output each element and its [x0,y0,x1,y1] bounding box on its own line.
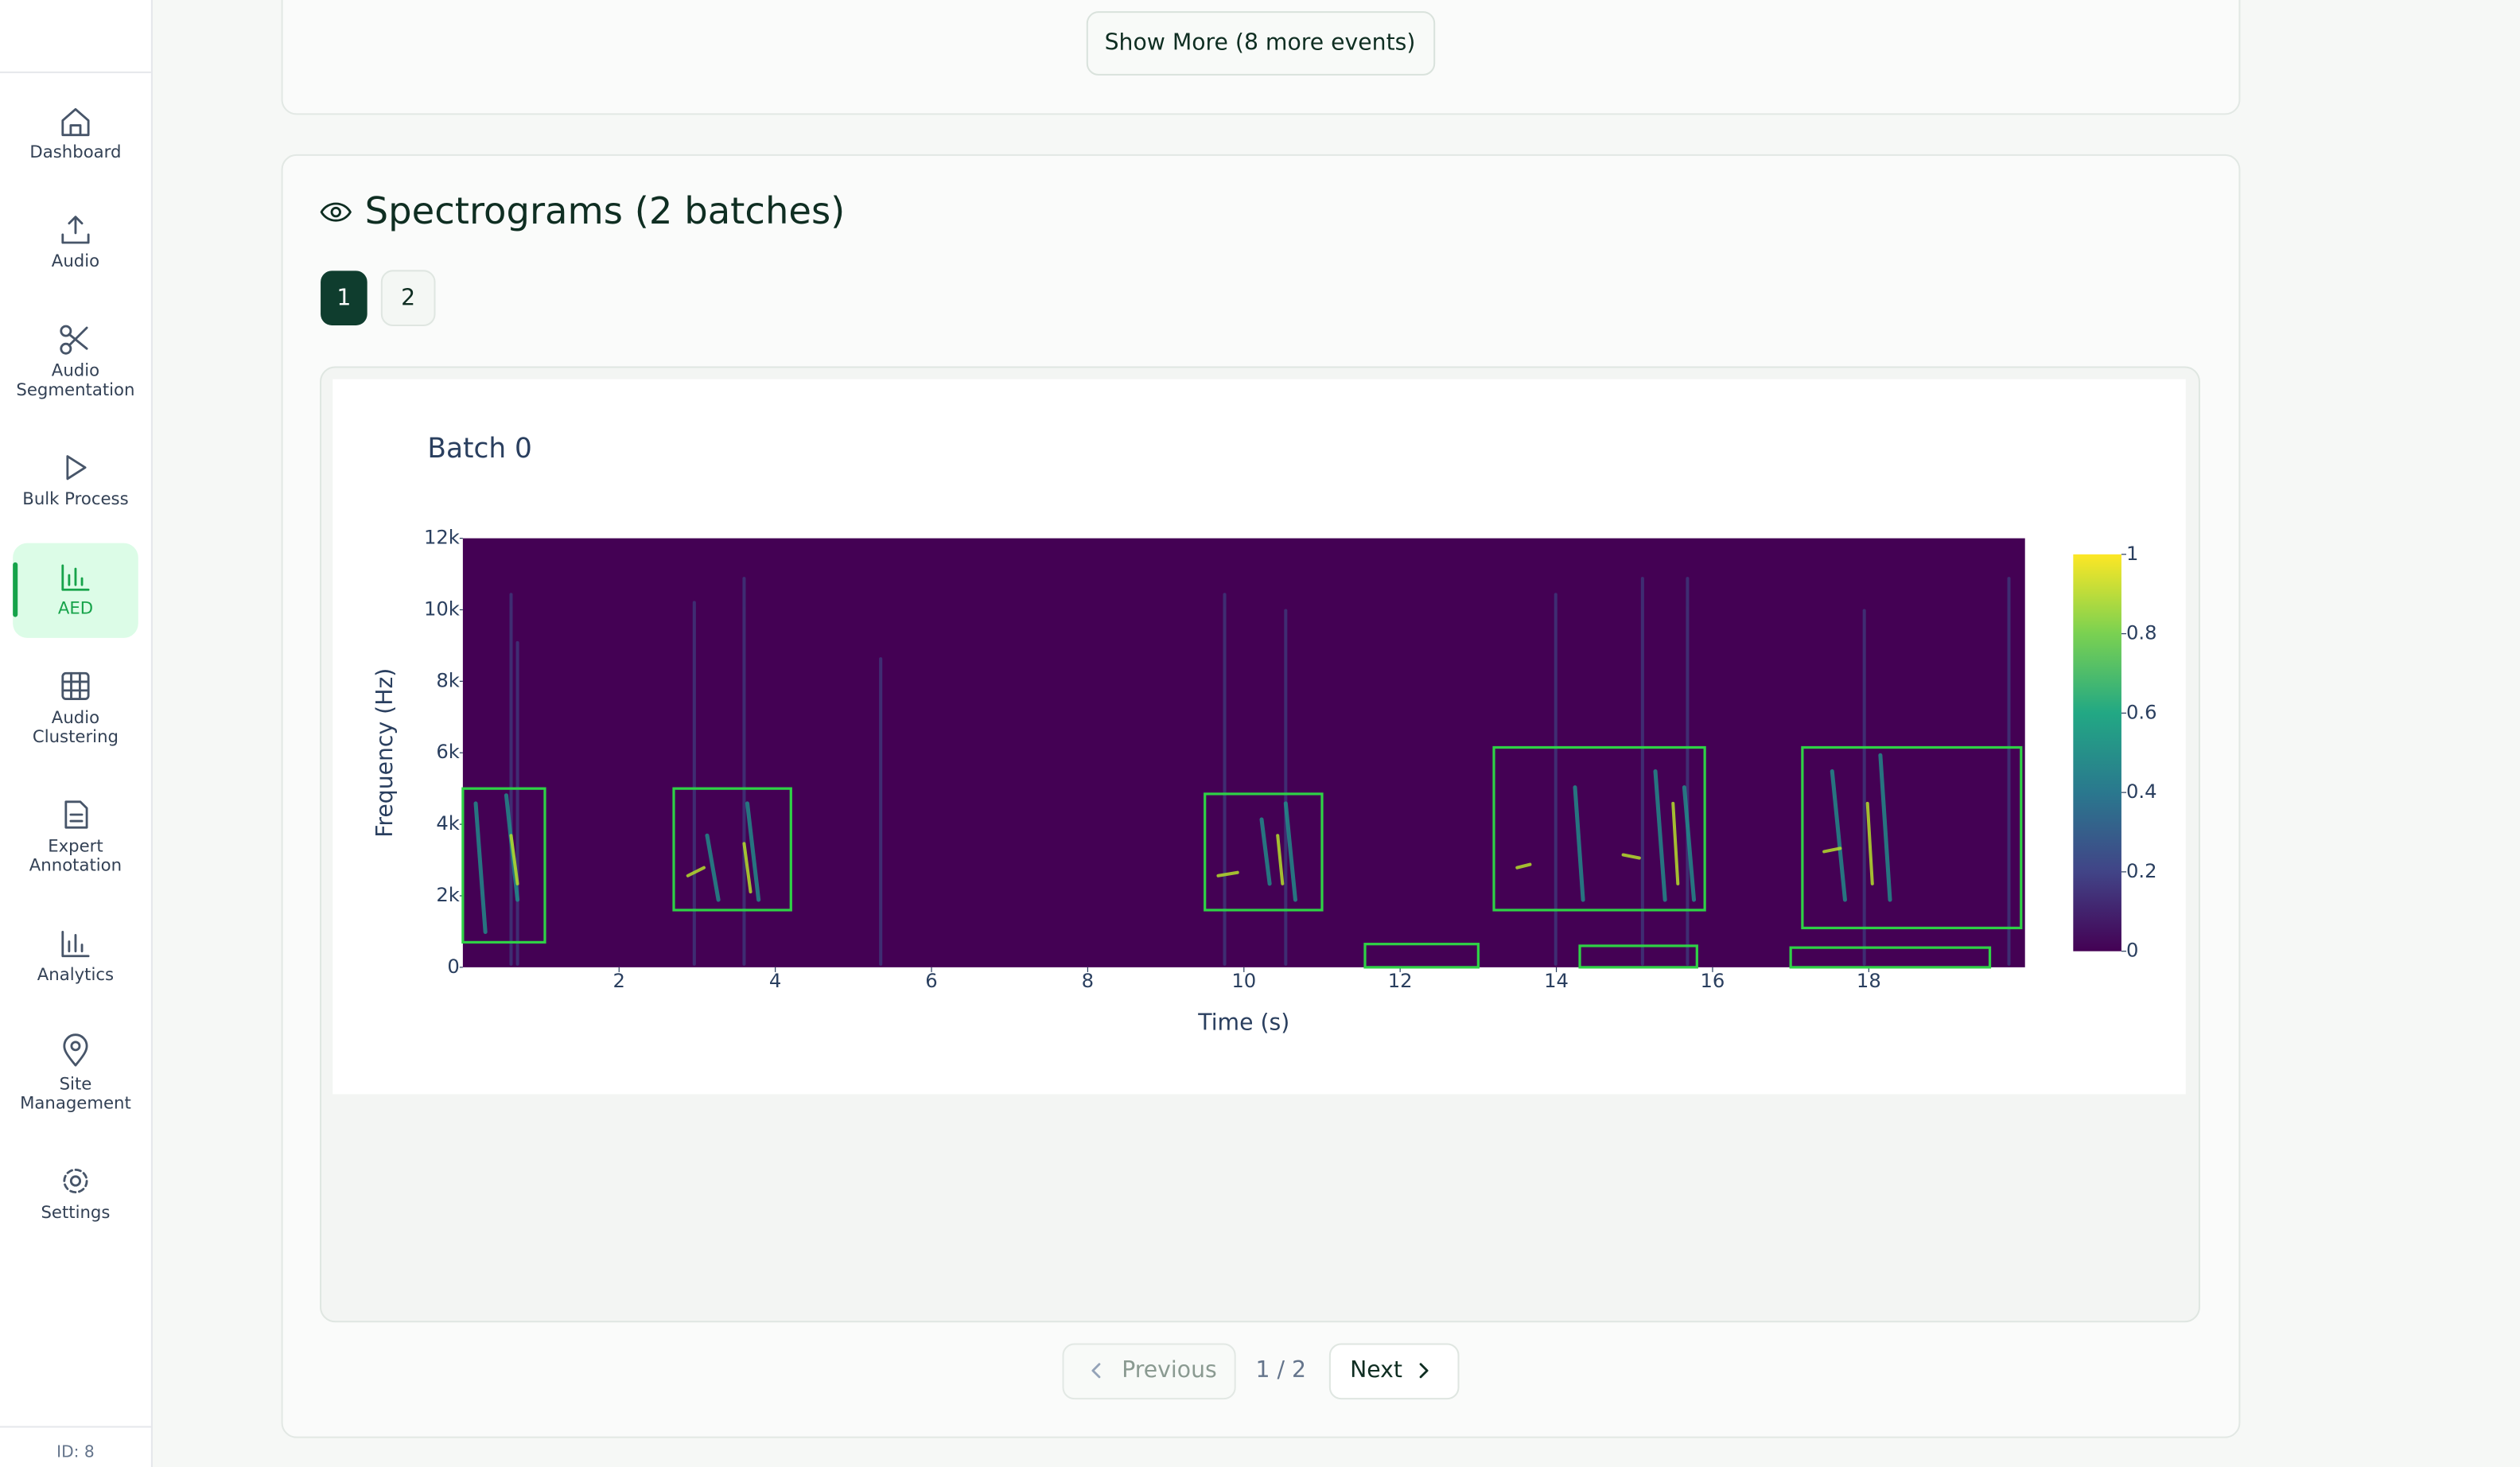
y-tick-label: 8k [436,668,459,691]
section-title: Spectrograms (2 batches) [365,189,846,232]
detection-box [672,787,792,912]
colorbar [2073,554,2121,951]
nav-label: Clustering [33,727,119,747]
nav-label: Annotation [29,856,122,876]
detection-box [1801,745,2023,930]
y-tick-label: 2k [436,883,459,906]
y-tick-label: 4k [436,811,459,835]
y-tick-label: 6k [436,740,459,763]
x-tick-label: 16 [1701,969,1725,992]
chart-title: Batch 0 [427,433,531,465]
colorbar-tick-label: 0.2 [2126,859,2157,882]
sidebar-footer: ID: 8 [56,1442,95,1461]
nav-label: Audio [52,361,99,381]
nav-label: Analytics [37,965,114,985]
colorbar-tick-label: 1 [2126,542,2138,565]
colorbar-tick-label: 0 [2126,939,2138,962]
x-tick-label: 10 [1231,969,1256,992]
detection-box [1578,944,1698,969]
nav-label: Audio [52,708,99,728]
x-tick-label: 8 [1082,969,1094,992]
x-tick-label: 6 [925,969,937,992]
nav-label: Management [20,1094,131,1114]
x-axis-title: Time (s) [1197,1010,1289,1036]
nav-label: Bulk Process [22,489,128,509]
batch-tab-active[interactable] [321,270,368,325]
next-button[interactable] [1328,1343,1460,1400]
spectrogram-texture [473,577,2011,966]
nav-label: Expert [48,836,103,856]
colorbar-tick-label: 0.4 [2126,780,2157,803]
nav-label: Settings [41,1203,110,1223]
page-indicator: 1 / 2 [1256,1356,1306,1383]
previous-icon [1091,1363,1101,1379]
detection-box [1492,745,1706,912]
batch-tab-label: 1 [336,285,351,311]
detection-box [461,787,546,944]
show-more-button[interactable] [1086,11,1436,76]
previous-button[interactable] [1062,1343,1236,1400]
detection-box [1363,943,1480,969]
nav-label: Audio [52,251,99,271]
y-tick-label: 12k [424,526,460,549]
previous-label: Previous [1122,1356,1216,1383]
nav-label: AED [58,598,93,618]
detection-box [1789,946,1992,969]
nav-label: Segmentation [16,380,134,400]
eye-icon [320,202,352,222]
show-more-label: Show More (8 more events) [1105,29,1416,56]
nav-icons [60,107,90,1194]
next-label: Next [1350,1356,1402,1383]
nav-label: Site [60,1074,92,1094]
sidebar [0,0,151,1467]
x-tick-label: 18 [1857,969,1881,992]
next-icon [1419,1363,1429,1379]
x-tick-label: 2 [613,969,625,992]
nav-label: Dashboard [29,142,121,162]
y-tick-label: 10k [424,597,460,620]
detection-box [1204,792,1324,912]
x-tick-label: 14 [1544,969,1569,992]
batch-tab-label: 2 [401,285,415,311]
batch-tab[interactable] [380,270,436,327]
colorbar-tick-label: 0.6 [2126,700,2157,723]
x-tick-label: 4 [769,969,781,992]
active-nav-indicator [13,562,18,617]
x-tick-label: 12 [1388,969,1413,992]
y-axis-title: Frequency (Hz) [371,668,398,838]
spectrogram-image [462,538,2025,967]
colorbar-tick-label: 0.8 [2126,621,2157,644]
y-tick-label: 0 [447,955,459,978]
